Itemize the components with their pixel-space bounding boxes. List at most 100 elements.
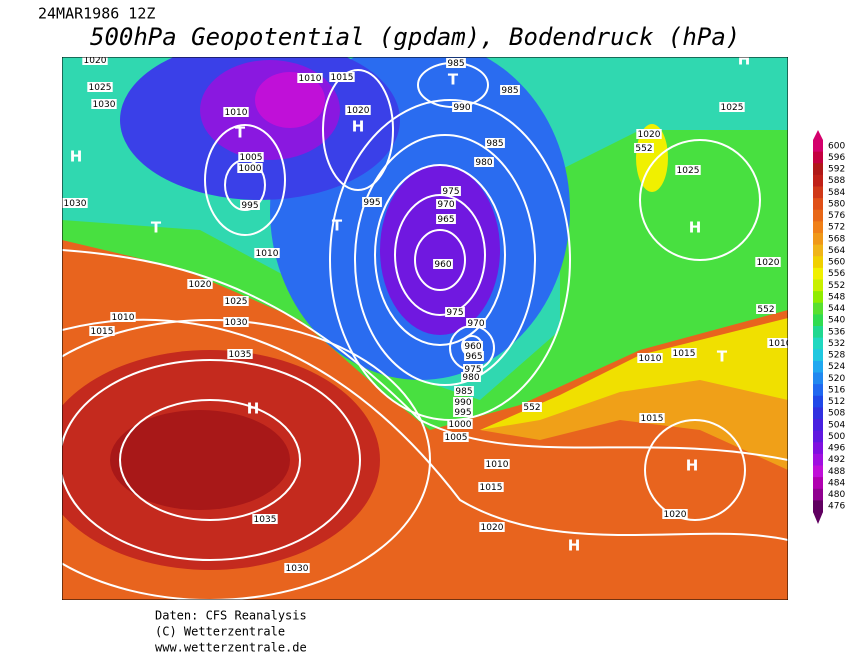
isobar-label-text: 1015: [331, 73, 354, 83]
isobar-label-text: 1010: [486, 460, 509, 470]
isobar-label-text: 1025: [89, 83, 112, 93]
isobar-label: 1025: [87, 82, 113, 93]
colorbar-swatch: [813, 465, 823, 478]
isobar-label-text: 970: [467, 319, 484, 329]
isobar-label: 1030: [91, 99, 117, 110]
field-magenta: [255, 72, 325, 128]
isobar-label-text: 975: [442, 187, 459, 197]
isobar-label: 995: [240, 200, 260, 211]
isobar-label: 1015: [478, 482, 504, 493]
isobar-label-text: 1015: [673, 349, 696, 359]
colorbar-swatch: [813, 360, 823, 373]
colorbar-swatch: [813, 453, 823, 466]
isobar-label-box: [484, 459, 510, 469]
isobar-label: 980: [461, 372, 481, 383]
pressure-center: H: [686, 457, 699, 475]
map: HT HTT T HHHHHT1020102510301030101010051000…: [62, 51, 788, 600]
isobar-label-box: [453, 397, 473, 407]
isobar-label-box: [223, 296, 249, 306]
isobar-label-text: 1000: [239, 164, 262, 174]
isobar-label-text: 995: [454, 408, 471, 418]
isobar-label-text: 1010: [112, 313, 135, 323]
isobar-label: 970: [466, 318, 486, 329]
colorbar-label: 540: [828, 316, 845, 326]
colorbar-swatch: [813, 291, 823, 304]
isobar-label-box: [466, 318, 486, 328]
isobar-label: 1020: [636, 129, 662, 140]
isobar-label-box: [82, 57, 108, 65]
colorbar-label: 544: [828, 304, 845, 314]
isobar-label-box: [329, 72, 355, 82]
isobar-label-text: 985: [501, 86, 518, 96]
colorbar-label: 536: [828, 327, 845, 337]
isobar-label-box: [441, 186, 461, 196]
colorbar-label: 492: [828, 455, 845, 465]
colorbar-label: 584: [828, 188, 845, 198]
colorbar-swatch: [813, 372, 823, 385]
isobar-label: 965: [436, 214, 456, 225]
isobar-label: 990: [452, 102, 472, 113]
title: 500hPa Geopotential (gpdam), Bodendruck …: [90, 23, 740, 51]
colorbar-label: 504: [828, 420, 845, 430]
pressure-center: H: [70, 148, 83, 166]
isobar-label-box: [453, 407, 473, 417]
isobar-label-box: [240, 200, 260, 210]
colorbar-swatch: [813, 233, 823, 246]
isobar-label-box: [463, 364, 483, 374]
pressure-center: H: [738, 51, 751, 69]
isobar-label-box: [461, 372, 481, 382]
isobar-label-text: 985: [486, 139, 503, 149]
colorbar-label: 592: [828, 165, 845, 175]
colorbar-arrow-bottom: [813, 512, 823, 524]
colorbar-arrow-top: [813, 130, 823, 140]
isobar-label-text: 1035: [229, 350, 252, 360]
colorbar-swatch: [813, 267, 823, 280]
isobar-label-text: 1030: [64, 199, 87, 209]
colorbar-swatch: [813, 500, 823, 513]
isobar-label-box: [500, 85, 520, 95]
colorbar-swatch: [813, 477, 823, 490]
isobar-label: 1030: [223, 317, 249, 328]
colorbar-label: 484: [828, 478, 845, 488]
colorbar-label: 568: [828, 234, 845, 244]
isobar-label-text: 1010: [639, 354, 662, 364]
isobar-label-box: [297, 73, 323, 83]
pressure-center: T: [717, 348, 728, 366]
isobar-label-box: [756, 304, 776, 314]
colorbar-swatch: [813, 349, 823, 362]
isobar-label: 975: [463, 364, 483, 375]
isobar-label-text: 990: [454, 398, 471, 408]
field-yellow-blob: [636, 124, 668, 192]
date: 24MAR1986 12Z: [38, 5, 155, 23]
isobar-label: 985: [485, 138, 505, 149]
isobar-label-box: [463, 341, 483, 351]
isobar-label-box: [187, 279, 213, 289]
isobar-label-text: 1010: [256, 249, 279, 259]
isobar-label: 1010: [767, 338, 788, 349]
isobar-label: 1020: [755, 257, 781, 268]
isobar-label-text: 970: [437, 200, 454, 210]
isobar-label-box: [636, 129, 662, 139]
isobar-label-box: [362, 197, 382, 207]
colorbar-swatch: [813, 337, 823, 350]
isobar-label: 1015: [329, 72, 355, 83]
isobar-label: 1020: [187, 279, 213, 290]
isobar-label-box: [433, 259, 453, 269]
isobar-label: 1035: [227, 349, 253, 360]
pressure-center: H: [689, 219, 702, 237]
isobar-label-box: [87, 82, 113, 92]
isobar-label-box: [464, 351, 484, 361]
isobar-label: 995: [453, 407, 473, 418]
isobar-label-box: [452, 102, 472, 112]
isobar-label-text: 1020: [664, 510, 687, 520]
colorbar-label: 476: [828, 502, 845, 512]
isobar-label: 552: [522, 402, 542, 413]
isobar-label-text: 552: [757, 305, 774, 315]
colorbar-swatch: [813, 174, 823, 187]
isobar-label-text: 965: [437, 215, 454, 225]
pressure-center: H: [352, 118, 365, 136]
isobar-label: 1010: [110, 312, 136, 323]
colorbar-swatch: [813, 209, 823, 222]
colorbar-label: 560: [828, 258, 845, 268]
isobar-label-box: [755, 257, 781, 267]
